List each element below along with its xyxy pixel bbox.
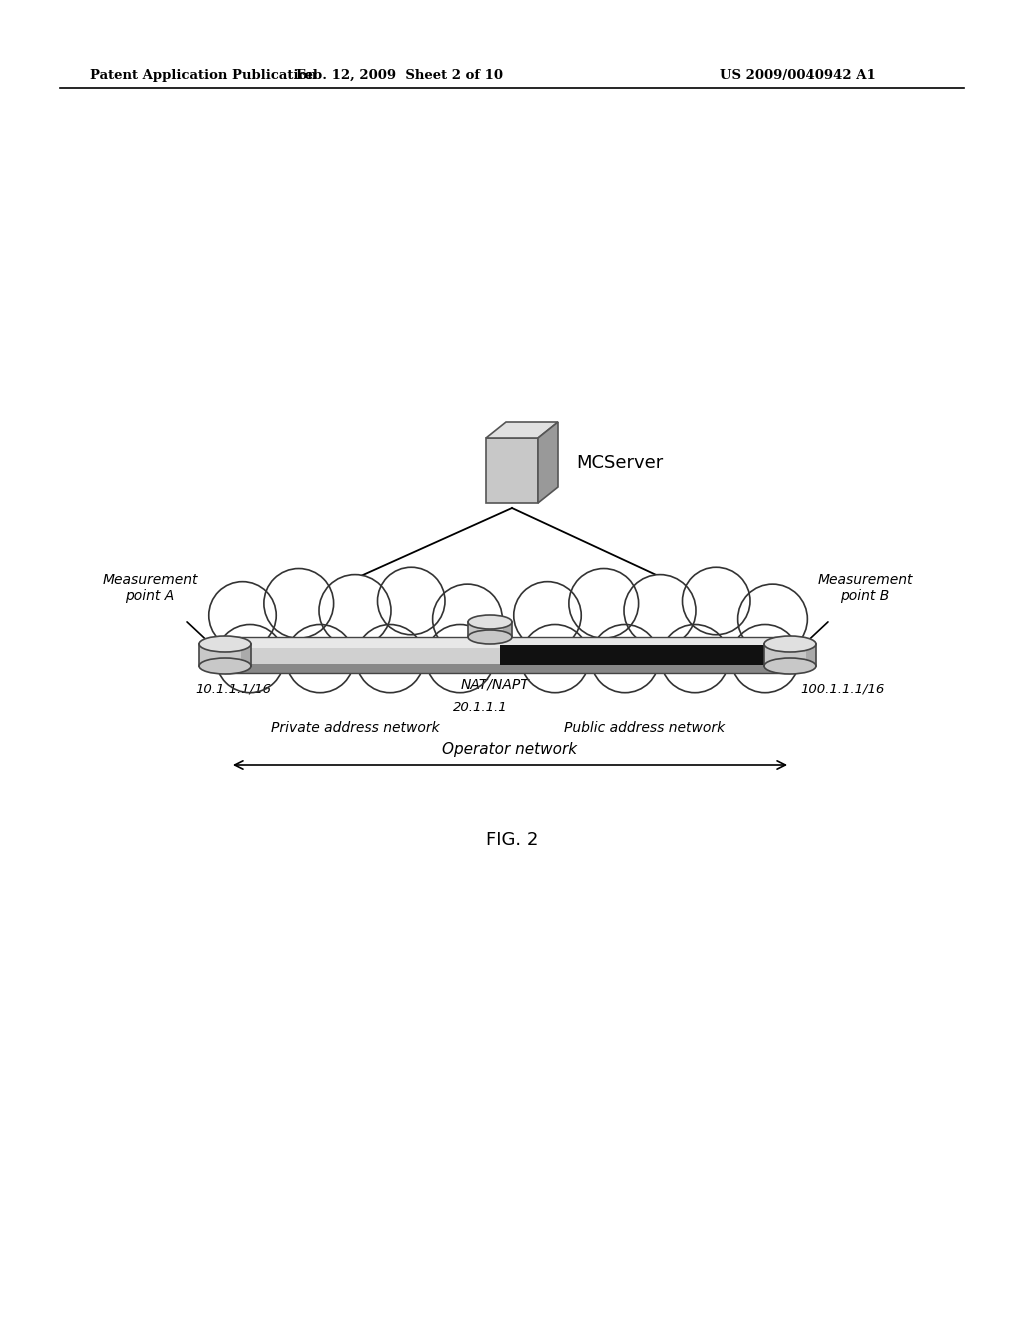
Ellipse shape xyxy=(199,657,251,675)
Text: Measurement
point B: Measurement point B xyxy=(817,573,912,603)
Polygon shape xyxy=(500,645,772,665)
Text: Public address network: Public address network xyxy=(564,721,726,735)
Circle shape xyxy=(624,574,696,647)
Bar xyxy=(806,644,816,667)
Bar xyxy=(199,644,251,667)
Ellipse shape xyxy=(227,595,482,678)
Text: Feb. 12, 2009  Sheet 2 of 10: Feb. 12, 2009 Sheet 2 of 10 xyxy=(297,69,504,82)
Text: 100.1.1.1/16: 100.1.1.1/16 xyxy=(800,682,885,696)
Circle shape xyxy=(683,568,750,635)
Circle shape xyxy=(286,624,354,693)
Circle shape xyxy=(521,624,589,693)
Circle shape xyxy=(569,569,639,639)
Circle shape xyxy=(591,624,659,693)
Circle shape xyxy=(209,582,276,649)
Bar xyxy=(241,644,251,667)
Circle shape xyxy=(378,568,445,635)
Bar xyxy=(225,638,790,648)
Text: NAT/NAPT: NAT/NAPT xyxy=(461,678,529,692)
Ellipse shape xyxy=(468,630,512,644)
Circle shape xyxy=(264,569,334,639)
Text: US 2009/0040942 A1: US 2009/0040942 A1 xyxy=(720,69,876,82)
Ellipse shape xyxy=(468,615,512,630)
Text: 20.1.1.1: 20.1.1.1 xyxy=(453,701,507,714)
Bar xyxy=(225,664,790,673)
Circle shape xyxy=(432,585,503,653)
Bar xyxy=(503,622,512,638)
Bar xyxy=(468,622,512,638)
Circle shape xyxy=(426,624,495,693)
Circle shape xyxy=(660,624,729,693)
Circle shape xyxy=(514,582,582,649)
Circle shape xyxy=(319,574,391,647)
Polygon shape xyxy=(486,422,558,438)
Text: Private address network: Private address network xyxy=(270,721,439,735)
Text: Operator network: Operator network xyxy=(442,742,578,756)
Ellipse shape xyxy=(764,657,816,675)
Bar xyxy=(486,438,538,503)
Text: FIG. 2: FIG. 2 xyxy=(485,832,539,849)
Circle shape xyxy=(731,624,799,693)
Text: MCServer: MCServer xyxy=(575,454,664,471)
Ellipse shape xyxy=(199,636,251,652)
Circle shape xyxy=(737,585,807,653)
Text: Measurement
point A: Measurement point A xyxy=(102,573,198,603)
Bar xyxy=(764,644,816,667)
Ellipse shape xyxy=(532,595,787,678)
Bar xyxy=(225,638,790,673)
Circle shape xyxy=(356,624,424,693)
Ellipse shape xyxy=(764,636,816,652)
Text: 10.1.1.1/16: 10.1.1.1/16 xyxy=(195,682,271,696)
Text: Patent Application Publication: Patent Application Publication xyxy=(90,69,316,82)
Polygon shape xyxy=(538,422,558,503)
Circle shape xyxy=(216,624,284,693)
